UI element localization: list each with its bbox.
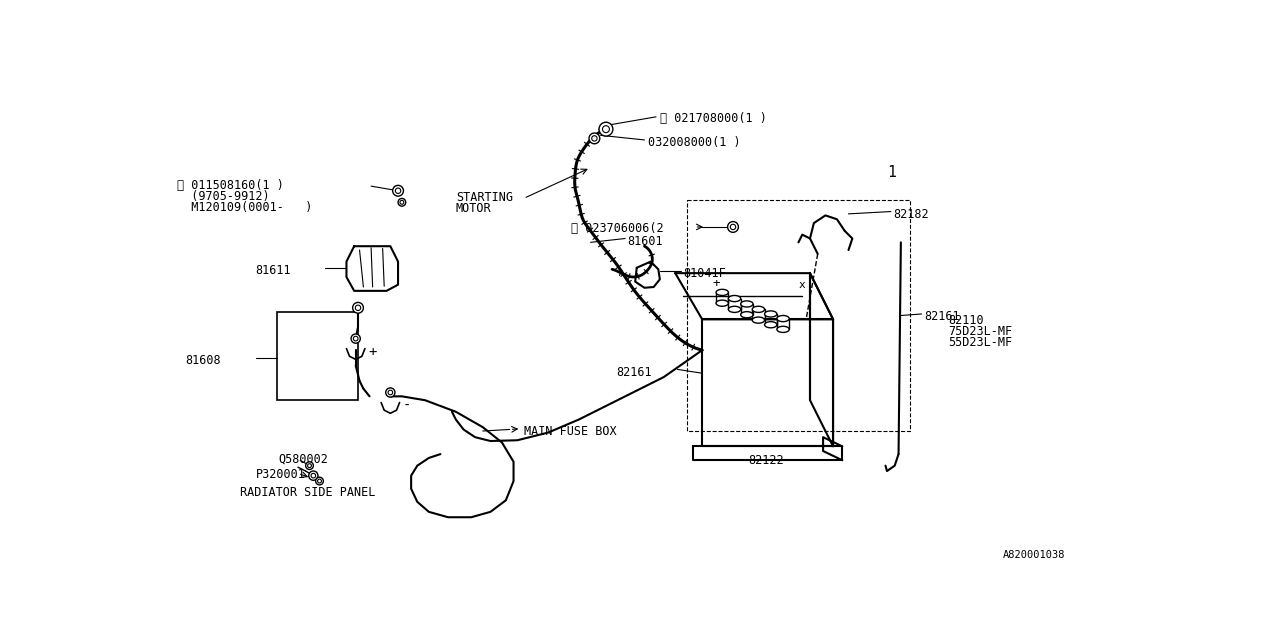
Circle shape bbox=[399, 200, 403, 204]
Text: MAIN FUSE BOX: MAIN FUSE BOX bbox=[524, 425, 616, 438]
Circle shape bbox=[353, 336, 358, 341]
Circle shape bbox=[306, 462, 314, 470]
Text: MOTOR: MOTOR bbox=[456, 202, 492, 214]
Ellipse shape bbox=[777, 326, 790, 332]
Circle shape bbox=[727, 221, 739, 232]
Text: (9705-9912): (9705-9912) bbox=[177, 190, 270, 203]
Circle shape bbox=[599, 122, 613, 136]
Text: P320001: P320001 bbox=[256, 468, 306, 481]
Ellipse shape bbox=[764, 311, 777, 317]
Text: 82161: 82161 bbox=[616, 365, 652, 378]
Ellipse shape bbox=[777, 316, 790, 322]
Ellipse shape bbox=[728, 296, 741, 301]
Text: 032008000(1 ): 032008000(1 ) bbox=[648, 136, 741, 149]
Text: 82122: 82122 bbox=[749, 454, 785, 467]
Text: 82182: 82182 bbox=[893, 208, 929, 221]
Text: 75D23L-MF: 75D23L-MF bbox=[948, 324, 1012, 338]
Bar bbox=[278, 312, 358, 400]
Text: -: - bbox=[403, 399, 411, 413]
Text: Q580002: Q580002 bbox=[279, 452, 329, 465]
Text: 81601: 81601 bbox=[627, 235, 663, 248]
Text: 81041F: 81041F bbox=[684, 267, 726, 280]
Circle shape bbox=[356, 305, 361, 310]
Circle shape bbox=[398, 198, 406, 206]
Circle shape bbox=[731, 224, 736, 230]
Circle shape bbox=[591, 136, 596, 141]
Circle shape bbox=[589, 133, 600, 144]
Ellipse shape bbox=[764, 322, 777, 328]
Text: x: x bbox=[799, 280, 805, 290]
Circle shape bbox=[307, 464, 311, 468]
Text: STARTING: STARTING bbox=[456, 191, 513, 204]
Circle shape bbox=[352, 303, 364, 313]
Text: A820001038: A820001038 bbox=[1002, 550, 1065, 561]
Ellipse shape bbox=[741, 301, 753, 307]
Text: 81608: 81608 bbox=[184, 354, 220, 367]
Text: 1: 1 bbox=[887, 165, 896, 180]
Text: 55D23L-MF: 55D23L-MF bbox=[948, 335, 1012, 349]
Ellipse shape bbox=[728, 307, 741, 312]
Circle shape bbox=[396, 188, 401, 193]
Text: Ⓝ 021708000(1 ): Ⓝ 021708000(1 ) bbox=[660, 112, 767, 125]
Circle shape bbox=[603, 125, 609, 132]
Text: Ⓑ 011508160(1 ): Ⓑ 011508160(1 ) bbox=[177, 179, 284, 192]
Text: +: + bbox=[712, 276, 719, 290]
Ellipse shape bbox=[741, 312, 753, 318]
Text: 82161: 82161 bbox=[924, 310, 960, 323]
Circle shape bbox=[351, 334, 361, 343]
Ellipse shape bbox=[753, 317, 764, 323]
Text: Ⓝ 023706006(2: Ⓝ 023706006(2 bbox=[571, 221, 664, 234]
Circle shape bbox=[393, 186, 403, 196]
Circle shape bbox=[308, 471, 317, 480]
Circle shape bbox=[317, 479, 321, 483]
Ellipse shape bbox=[716, 289, 728, 296]
Text: 81611: 81611 bbox=[256, 264, 292, 277]
Circle shape bbox=[388, 390, 393, 395]
Text: RADIATOR SIDE PANEL: RADIATOR SIDE PANEL bbox=[241, 486, 375, 499]
Ellipse shape bbox=[716, 300, 728, 307]
Circle shape bbox=[316, 477, 324, 485]
Text: M120109(0001-   ): M120109(0001- ) bbox=[177, 201, 312, 214]
Circle shape bbox=[385, 388, 396, 397]
Text: +: + bbox=[369, 345, 376, 358]
Circle shape bbox=[311, 474, 316, 478]
Ellipse shape bbox=[753, 307, 764, 312]
Text: 82110: 82110 bbox=[948, 314, 984, 327]
Bar bbox=[687, 200, 910, 431]
